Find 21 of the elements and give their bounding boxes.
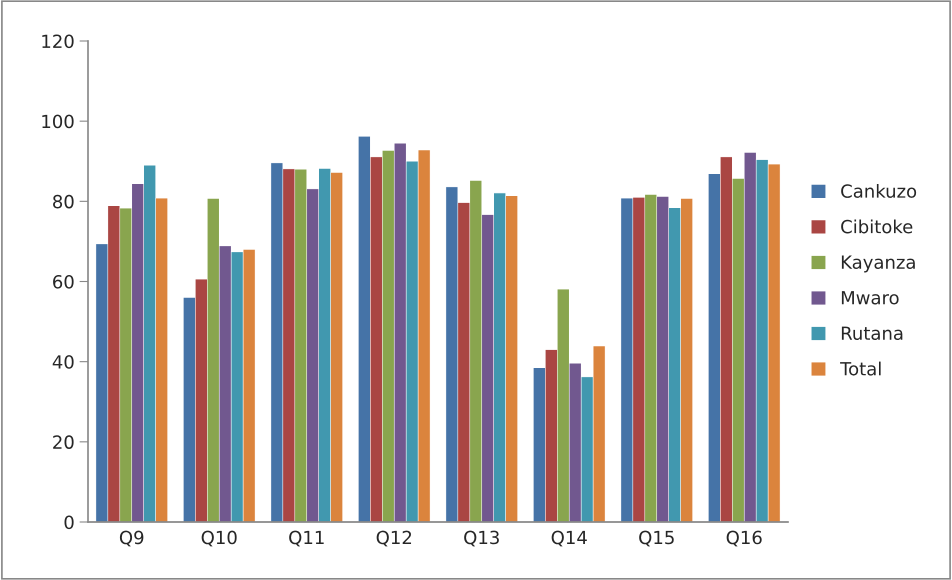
y-tick-label: 60 [53, 274, 74, 289]
legend-label: Kayanza [842, 256, 915, 272]
x-tick-label: Q15 [639, 530, 674, 546]
legend-label: Cankuzo [841, 184, 916, 198]
y-tick-label: 120 [42, 34, 74, 48]
x-tick-label: Q10 [202, 530, 237, 546]
y-tick-label: 20 [53, 435, 74, 449]
legend-label: Total [840, 362, 881, 376]
y-tick-label: 100 [42, 114, 74, 128]
x-tick-label: Q16 [726, 530, 762, 546]
legend-label: Cibitoke [841, 219, 912, 234]
y-tick-label: 40 [52, 355, 74, 369]
y-tick-label: 80 [53, 194, 74, 208]
x-tick-label: Q14 [552, 530, 587, 546]
x-tick-label: Q13 [464, 530, 499, 546]
x-tick-label: Q12 [376, 530, 412, 546]
legend-label: Mwaro [842, 291, 899, 305]
x-tick-label: Q11 [289, 530, 324, 546]
legend-label: Rutana [842, 326, 902, 340]
x-tick-label: Q9 [120, 530, 144, 546]
y-tick-label: 0 [64, 515, 74, 530]
